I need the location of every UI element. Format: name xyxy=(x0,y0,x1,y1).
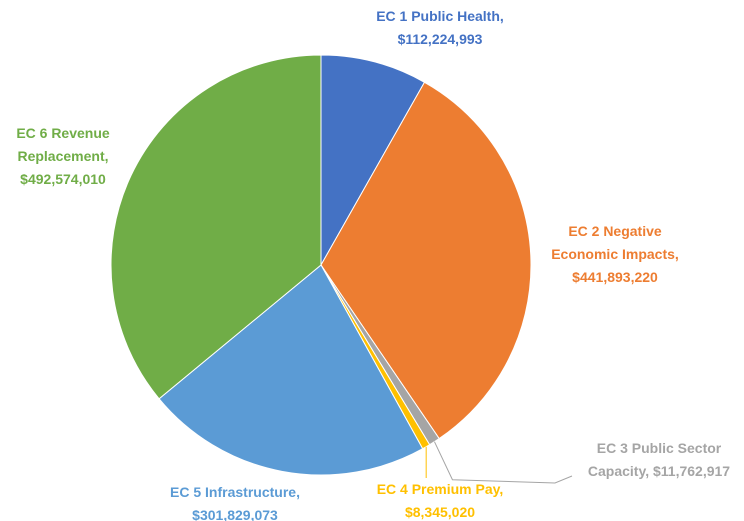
category-label: EC 4 Premium Pay, xyxy=(376,481,504,497)
leader-line xyxy=(433,441,573,484)
data-label: EC 2 Negative Economic Impacts, $441,893… xyxy=(540,220,690,289)
value-label: $11,762,917 xyxy=(653,463,731,479)
category-label: EC 2 Negative Economic Impacts, xyxy=(551,223,679,262)
value-label: $301,829,073 xyxy=(192,507,278,521)
pie-slice xyxy=(110,54,322,400)
category-label: EC 3 Public Sector Capacity, xyxy=(587,440,722,479)
pie-slice xyxy=(320,81,532,440)
category-label: EC 5 Infrastructure, xyxy=(170,484,300,500)
category-label: EC 1 Public Health, xyxy=(376,8,504,24)
value-label: $441,893,220 xyxy=(572,269,658,285)
data-label: EC 4 Premium Pay, $8,345,020 xyxy=(360,478,520,521)
data-label: EC 3 Public Sector Capacity, $11,762,917 xyxy=(574,437,744,483)
value-label: $492,574,010 xyxy=(20,171,106,187)
data-label: EC 5 Infrastructure, $301,829,073 xyxy=(150,481,320,521)
category-label: EC 6 Revenue Replacement, xyxy=(16,125,110,164)
value-label: $112,224,993 xyxy=(397,31,483,47)
value-label: $8,345,020 xyxy=(404,504,476,520)
data-label: EC 6 Revenue Replacement, $492,574,010 xyxy=(4,122,122,191)
pie-slice xyxy=(320,54,426,267)
data-label: EC 1 Public Health, $112,224,993 xyxy=(365,5,515,51)
pie-slice xyxy=(158,264,424,476)
